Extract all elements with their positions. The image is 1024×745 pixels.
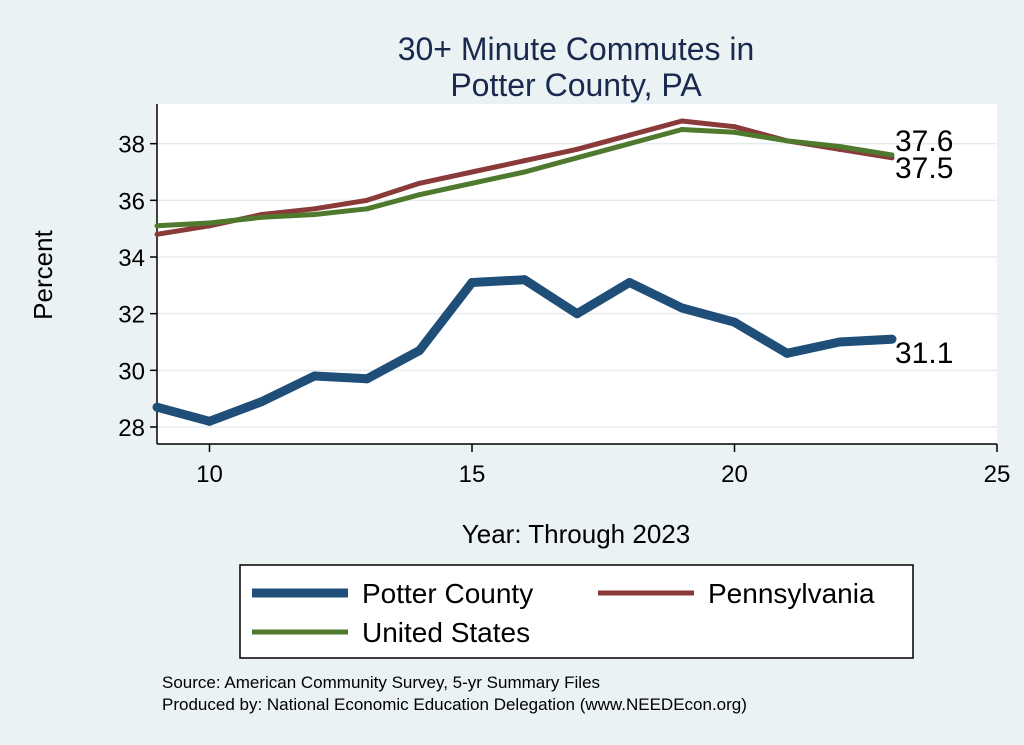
legend-label-united-states: United States (362, 617, 530, 648)
data-point-potter-county (152, 402, 162, 412)
data-point-united-states (469, 180, 475, 186)
chart-title-line-1: 30+ Minute Commutes in (398, 31, 755, 67)
data-point-united-states (889, 152, 895, 158)
data-point-potter-county (205, 416, 214, 426)
data-point-potter-county (467, 278, 477, 287)
data-point-pennsylvania (364, 197, 370, 203)
data-point-pennsylvania (522, 158, 527, 164)
end-label-pennsylvania: 37.5 (895, 152, 953, 185)
chart-title-line-2: Potter County, PA (450, 67, 702, 103)
legend-box (239, 564, 914, 659)
legend-label-pennsylvania: Pennsylvania (708, 578, 875, 609)
x-tick-label: 20 (721, 461, 748, 488)
data-point-potter-county (362, 374, 372, 384)
y-tick-label: 32 (118, 302, 145, 329)
data-point-united-states (574, 155, 580, 161)
x-tick-label: 10 (196, 461, 223, 488)
end-labels: 31.1 37.537.6 (895, 125, 953, 370)
data-point-united-states (627, 141, 632, 147)
data-point-united-states (522, 169, 527, 175)
y-tick-label: 34 (118, 245, 145, 272)
data-point-pennsylvania (574, 146, 580, 152)
x-tick-label: 15 (459, 461, 486, 488)
data-point-potter-county (835, 337, 844, 347)
y-tick-label: 36 (118, 188, 145, 215)
data-point-pennsylvania (679, 118, 685, 124)
data-point-potter-county (310, 371, 319, 381)
data-point-united-states (259, 214, 265, 220)
data-point-united-states (837, 144, 842, 149)
end-label-united-states: 37.6 (895, 125, 953, 158)
y-axis-label: Percent (28, 229, 58, 319)
y-tick-label: 28 (118, 415, 145, 442)
data-point-pennsylvania (154, 231, 160, 237)
data-point-united-states (154, 223, 160, 229)
data-point-united-states (364, 206, 370, 212)
data-point-potter-county (730, 317, 739, 327)
series-lines (152, 118, 897, 426)
data-point-united-states (679, 127, 685, 132)
end-label-potter-county: 31.1 (895, 337, 953, 370)
axes: 28 30 32 34 36 38 10 15 20 25 (118, 104, 1010, 488)
data-point-united-states (312, 212, 317, 217)
legend-label-potter-county: Potter County (362, 578, 533, 609)
x-axis-label: Year: Through 2023 (462, 519, 690, 549)
chart-title: 30+ Minute Commutes in Potter County, PA (398, 31, 755, 103)
data-point-pennsylvania (417, 180, 422, 186)
data-point-united-states (732, 129, 737, 135)
data-point-potter-county (415, 346, 424, 355)
data-point-potter-county (572, 309, 582, 319)
y-tick-label: 38 (118, 132, 145, 159)
data-point-united-states (207, 220, 212, 226)
data-point-potter-county (887, 334, 897, 344)
data-point-pennsylvania (469, 169, 475, 175)
data-point-potter-county (782, 348, 792, 358)
produced-by-note: Produced by: National Economic Education… (162, 695, 747, 714)
source-note: Source: American Community Survey, 5-yr … (162, 673, 600, 692)
data-point-potter-county (257, 397, 267, 406)
data-point-pennsylvania (732, 124, 737, 130)
data-point-pennsylvania (627, 132, 632, 138)
data-point-potter-county (520, 275, 529, 285)
data-point-pennsylvania (312, 206, 317, 212)
data-point-potter-county (625, 278, 634, 287)
y-tick-label: 30 (118, 358, 145, 385)
data-point-united-states (417, 192, 422, 198)
data-point-potter-county (677, 303, 687, 313)
legend: Potter County Pennsylvania United States (239, 564, 914, 659)
data-point-united-states (784, 138, 790, 144)
x-tick-label: 25 (984, 461, 1011, 488)
